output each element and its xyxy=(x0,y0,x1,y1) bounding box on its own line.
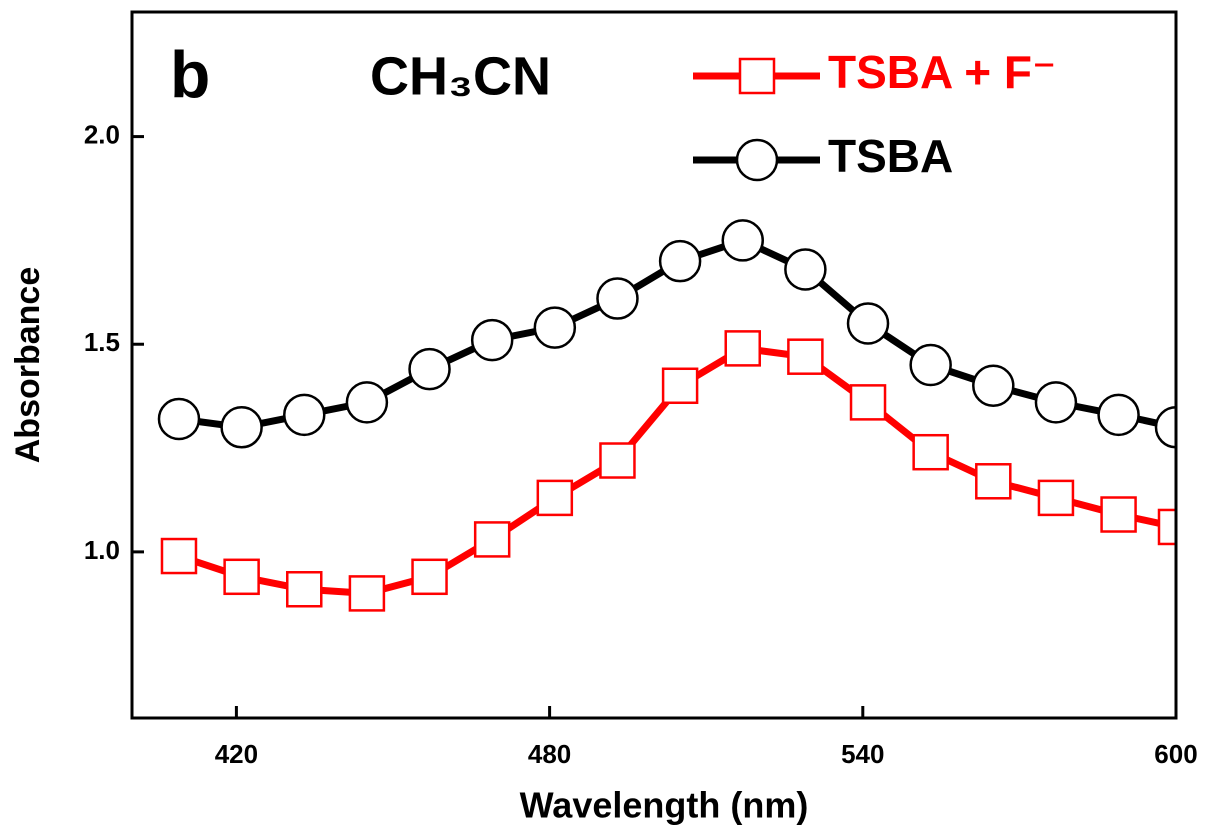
plot-frame xyxy=(130,10,1178,720)
solvent-label: CH₃CN xyxy=(370,46,551,106)
marker xyxy=(473,521,511,558)
legend-marker xyxy=(735,138,779,182)
marker xyxy=(787,338,824,375)
marker xyxy=(721,219,764,262)
marker xyxy=(1037,479,1075,517)
marker xyxy=(348,575,386,612)
marker xyxy=(408,347,451,391)
legend-label: TSBA xyxy=(828,130,953,182)
legend-entry xyxy=(693,57,820,95)
marker xyxy=(1100,496,1137,533)
marker xyxy=(849,384,887,421)
x-tick-label: 480 xyxy=(528,739,571,769)
marker xyxy=(345,381,389,424)
marker xyxy=(411,558,448,596)
marker xyxy=(157,397,201,441)
marker xyxy=(596,277,639,320)
marker xyxy=(1097,393,1140,437)
y-tick-label: 1.0 xyxy=(84,535,120,565)
marker xyxy=(283,393,326,437)
plot-area xyxy=(157,219,1176,612)
marker xyxy=(536,479,574,517)
marker xyxy=(661,367,699,405)
y-axis-title: Absorbance xyxy=(9,267,47,464)
legend-label: TSBA + F⁻ xyxy=(828,46,1056,98)
marker xyxy=(223,558,260,596)
marker xyxy=(912,433,949,471)
y-tick-label: 2.0 xyxy=(84,119,120,149)
marker xyxy=(846,302,890,345)
marker xyxy=(724,330,761,367)
marker xyxy=(975,463,1012,500)
marker xyxy=(286,571,323,608)
marker xyxy=(658,239,702,283)
x-tick-label: 420 xyxy=(215,739,258,769)
marker xyxy=(972,364,1015,408)
marker xyxy=(909,343,952,387)
x-tick-label: 540 xyxy=(841,739,884,769)
panel-label: b xyxy=(170,37,210,111)
marker xyxy=(220,406,263,449)
marker xyxy=(599,442,636,479)
marker xyxy=(470,318,514,362)
marker xyxy=(533,306,577,349)
legend-entry xyxy=(693,138,820,182)
legend-marker xyxy=(738,57,776,95)
marker xyxy=(1034,381,1078,424)
x-axis-title: Wavelength (nm) xyxy=(520,785,809,826)
marker xyxy=(1154,406,1176,449)
x-tick-label: 600 xyxy=(1154,739,1197,769)
y-tick-label: 1.5 xyxy=(84,327,120,357)
marker xyxy=(1157,508,1176,546)
marker xyxy=(160,537,198,575)
marker xyxy=(784,248,827,291)
